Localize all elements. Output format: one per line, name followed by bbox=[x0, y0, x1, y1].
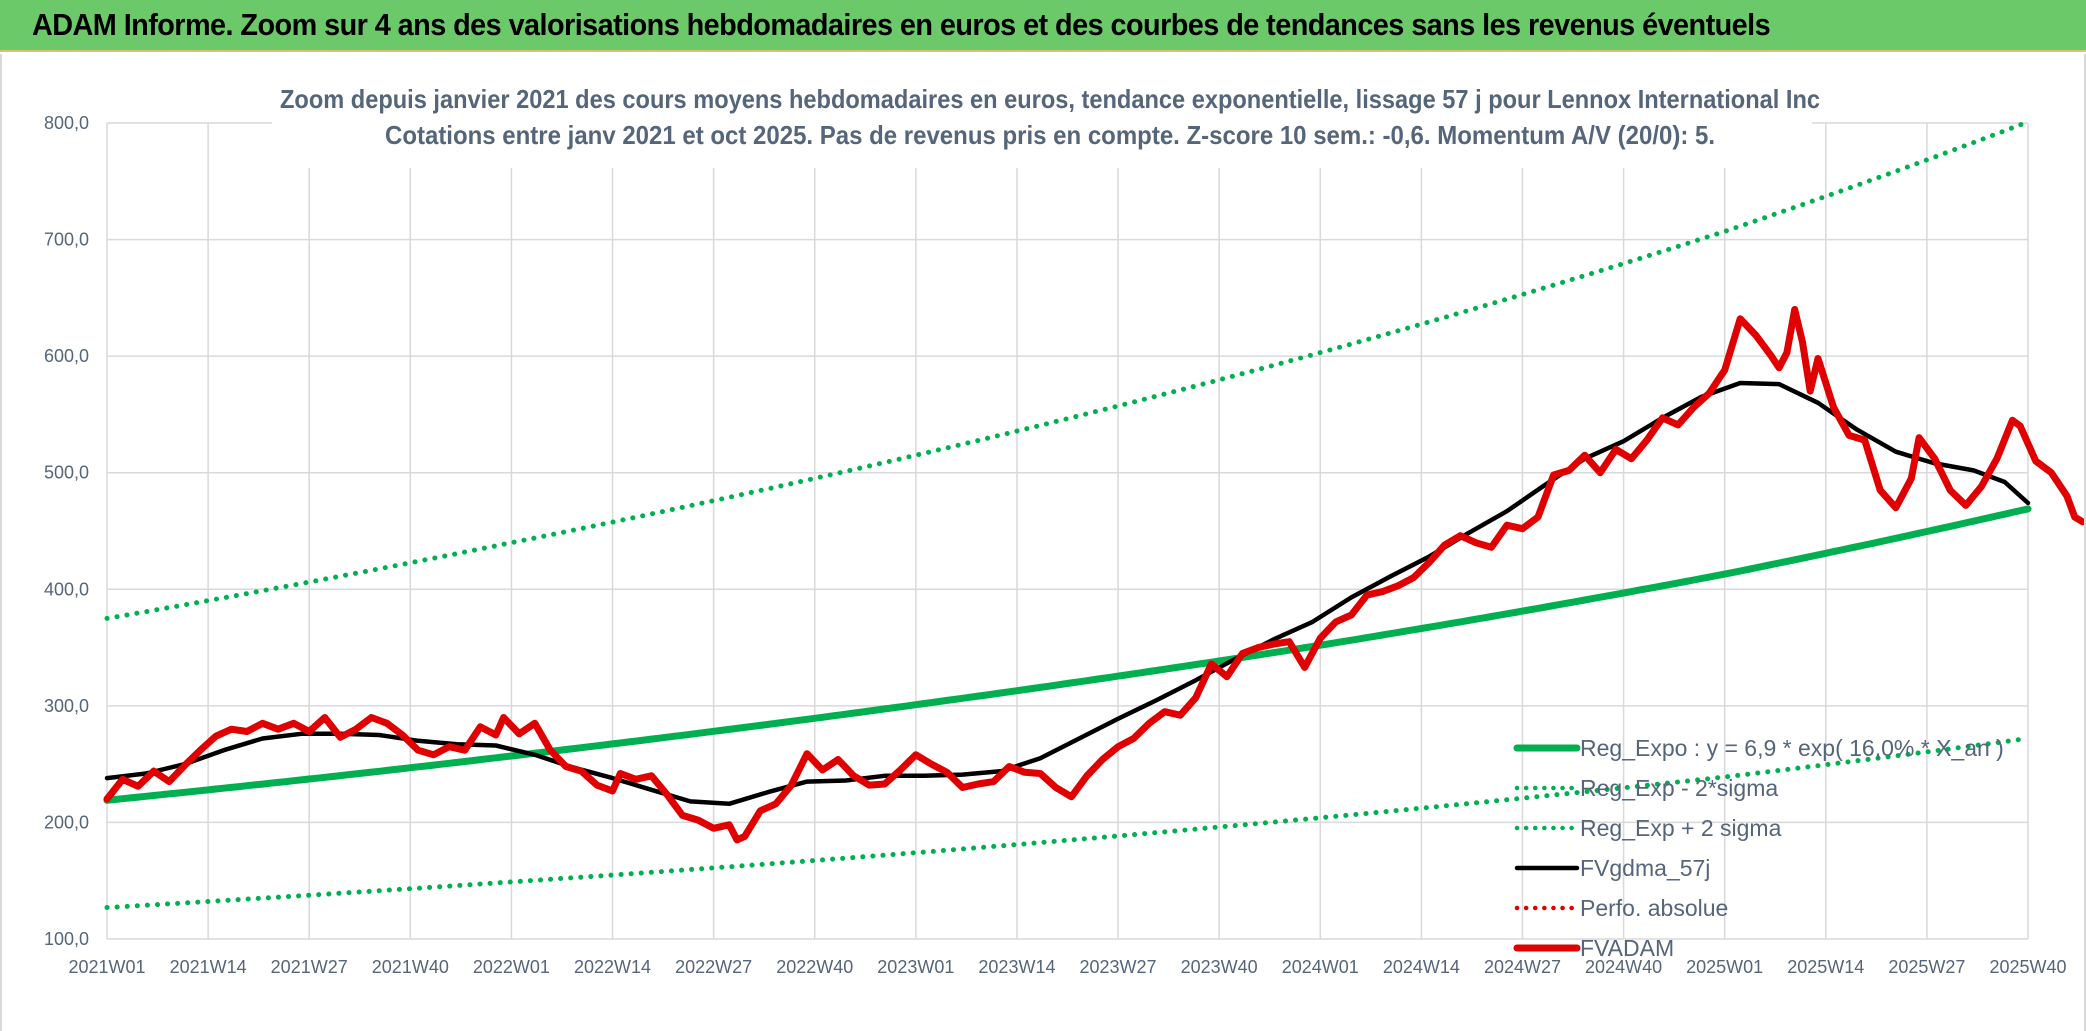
chart-subtitle: Cotations entre janv 2021 et oct 2025. P… bbox=[385, 120, 1715, 150]
x-tick-label: 2021W01 bbox=[68, 957, 145, 977]
series-fvadam bbox=[103, 306, 2084, 844]
x-tick-label: 2023W14 bbox=[978, 957, 1055, 977]
y-tick-label: 300,0 bbox=[44, 696, 89, 716]
chart-frame: 100,0 200,0 300,0 400,0 500,0 600,0 700,0 800,0… bbox=[0, 54, 2086, 1031]
x-tick-label: 2022W27 bbox=[675, 957, 752, 977]
report-banner: ADAM Informe. Zoom sur 4 ans des valoris… bbox=[0, 0, 2086, 52]
y-tick-label: 500,0 bbox=[44, 463, 89, 483]
x-tick-label: 2025W27 bbox=[1888, 957, 1965, 977]
x-tick-label: 2023W40 bbox=[1181, 957, 1258, 977]
x-tick-label: 2024W01 bbox=[1282, 957, 1359, 977]
chart-grid bbox=[106, 122, 2029, 940]
report-title: ADAM Informe. Zoom sur 4 ans des valoris… bbox=[32, 7, 1771, 42]
x-tick-label: 2021W27 bbox=[271, 957, 348, 977]
legend-label: Reg_Expo : y = 6,9 * exp( 16,0% * X_an ) bbox=[1580, 735, 2004, 761]
chart-title-background bbox=[272, 80, 1812, 168]
x-tick-label: 2024W14 bbox=[1383, 957, 1460, 977]
legend-label: Reg_Exp - 2*sigma bbox=[1580, 775, 1778, 801]
series-reg-expo bbox=[103, 505, 2032, 804]
legend-label: Perfo. absolue bbox=[1580, 895, 1728, 921]
chart-series bbox=[103, 119, 2084, 910]
y-tick-label: 700,0 bbox=[44, 230, 89, 250]
legend-label: Reg_Exp + 2 sigma bbox=[1580, 815, 1782, 841]
x-tick-label: 2021W14 bbox=[170, 957, 247, 977]
x-tick-label: 2025W40 bbox=[1989, 957, 2066, 977]
x-tick-label: 2024W27 bbox=[1484, 957, 1561, 977]
y-tick-label: 600,0 bbox=[44, 346, 89, 366]
x-tick-label: 2022W14 bbox=[574, 957, 651, 977]
x-tick-label: 2025W01 bbox=[1686, 957, 1763, 977]
y-tick-label: 200,0 bbox=[44, 812, 89, 832]
chart-axes: 100,0 200,0 300,0 400,0 500,0 600,0 700,0 800,0… bbox=[44, 113, 2067, 977]
legend-label: FVADAM bbox=[1580, 935, 1674, 961]
x-tick-label: 2023W01 bbox=[877, 957, 954, 977]
x-tick-label: 2023W27 bbox=[1080, 957, 1157, 977]
trend-chart: 100,0 200,0 300,0 400,0 500,0 600,0 700,0 800,0… bbox=[44, 80, 2084, 977]
legend-label: FVgdma_57j bbox=[1580, 855, 1710, 881]
y-tick-label: 100,0 bbox=[44, 929, 89, 949]
series-reg-exp-minus-2sigma bbox=[104, 736, 2031, 910]
x-tick-label: 2022W01 bbox=[473, 957, 550, 977]
x-tick-label: 2024W40 bbox=[1585, 957, 1662, 977]
y-tick-label: 800,0 bbox=[44, 113, 89, 133]
x-tick-label: 2022W40 bbox=[776, 957, 853, 977]
x-tick-label: 2021W40 bbox=[372, 957, 449, 977]
series-reg-exp-plus-2sigma bbox=[104, 119, 2031, 621]
chart-title: Zoom depuis janvier 2021 des cours moyen… bbox=[280, 84, 1820, 114]
y-tick-label: 400,0 bbox=[44, 579, 89, 599]
x-tick-label: 2025W14 bbox=[1787, 957, 1864, 977]
series-fvgdma-57j bbox=[104, 380, 2031, 807]
chart-legend: Reg_Expo : y = 6,9 * exp( 16,0% * X_an )… bbox=[1513, 735, 2004, 961]
